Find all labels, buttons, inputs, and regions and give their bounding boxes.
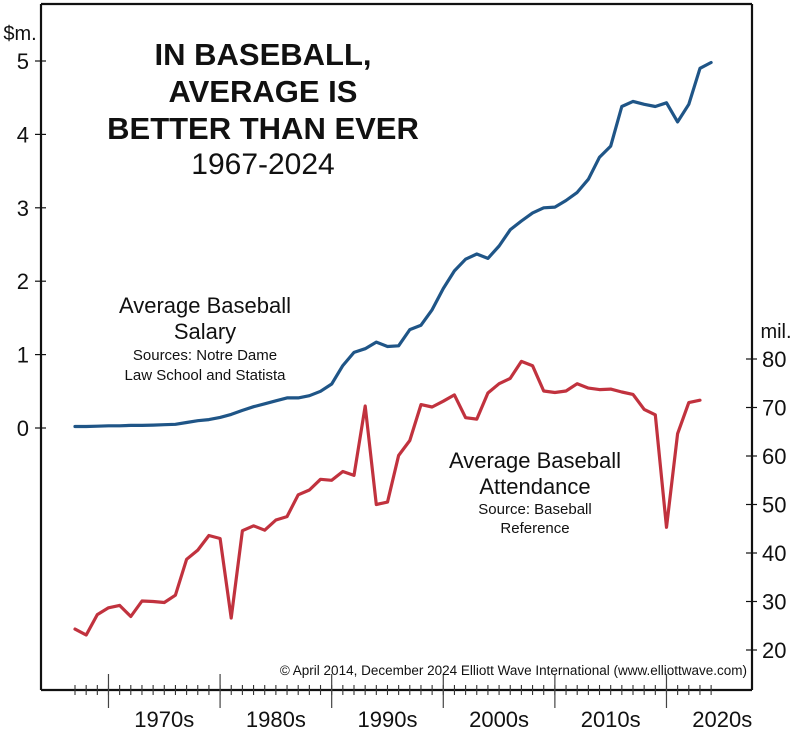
- salary-line: [73, 60, 713, 429]
- left-y-tick-label: 0: [17, 416, 29, 441]
- attendance-source-line-1: Source: Baseball: [478, 501, 591, 518]
- left-y-tick-label: 2: [17, 269, 29, 294]
- right-y-tick-label: 20: [762, 638, 786, 663]
- left-y-tick-label: 3: [17, 196, 29, 221]
- right-y-tick-label: 60: [762, 444, 786, 469]
- right-y-tick-label: 70: [762, 396, 786, 421]
- chart-title-line-1: IN BASEBALL,: [155, 37, 372, 72]
- attendance-label-line-1: Average Baseball: [449, 448, 621, 473]
- chart-title-line-3: BETTER THAN EVER: [107, 111, 419, 146]
- left-y-tick-label: 1: [17, 343, 29, 368]
- attendance-source-line-2: Reference: [500, 520, 569, 537]
- chart-subtitle: 1967-2024: [191, 148, 334, 181]
- right-y-tick-label: 40: [762, 541, 786, 566]
- salary-source-line-1: Sources: Notre Dame: [133, 347, 277, 364]
- x-tick-label: 1980s: [246, 707, 306, 730]
- plot-frame: [39, 2, 754, 692]
- x-tick-label: 2000s: [469, 707, 529, 730]
- copyright-annotation: © April 2014, December 2024 Elliott Wave…: [280, 663, 747, 678]
- chart-title-line-2: AVERAGE IS: [169, 74, 358, 109]
- x-tick-label: 2020s: [692, 707, 752, 730]
- attendance-line: [73, 359, 702, 637]
- right-axis-unit-label: mil.: [760, 321, 791, 343]
- left-y-tick-label: 4: [17, 122, 29, 147]
- right-y-tick-label: 30: [762, 590, 786, 615]
- right-y-tick-label: 50: [762, 493, 786, 518]
- x-tick-label: 2010s: [581, 707, 641, 730]
- salary-label-line-2: Salary: [174, 319, 236, 344]
- x-tick-label: 1970s: [134, 707, 194, 730]
- right-y-axis: 20 30 40 50 60 70 80: [746, 347, 786, 663]
- attendance-label-line-2: Attendance: [479, 474, 590, 499]
- left-y-axis: 0 1 2 3 4 5: [17, 49, 46, 441]
- x-tick-label: 1990s: [358, 707, 418, 730]
- x-axis: 1970s 1980s 1990s 2000s 2010s 2020s: [74, 674, 752, 730]
- series-layer: [73, 60, 713, 637]
- left-axis-unit-label: $m.: [3, 23, 36, 45]
- left-y-tick-label: 5: [17, 49, 29, 74]
- right-y-tick-label: 80: [762, 347, 786, 372]
- salary-label-line-1: Average Baseball: [119, 293, 291, 318]
- salary-source-line-2: Law School and Statista: [125, 367, 287, 384]
